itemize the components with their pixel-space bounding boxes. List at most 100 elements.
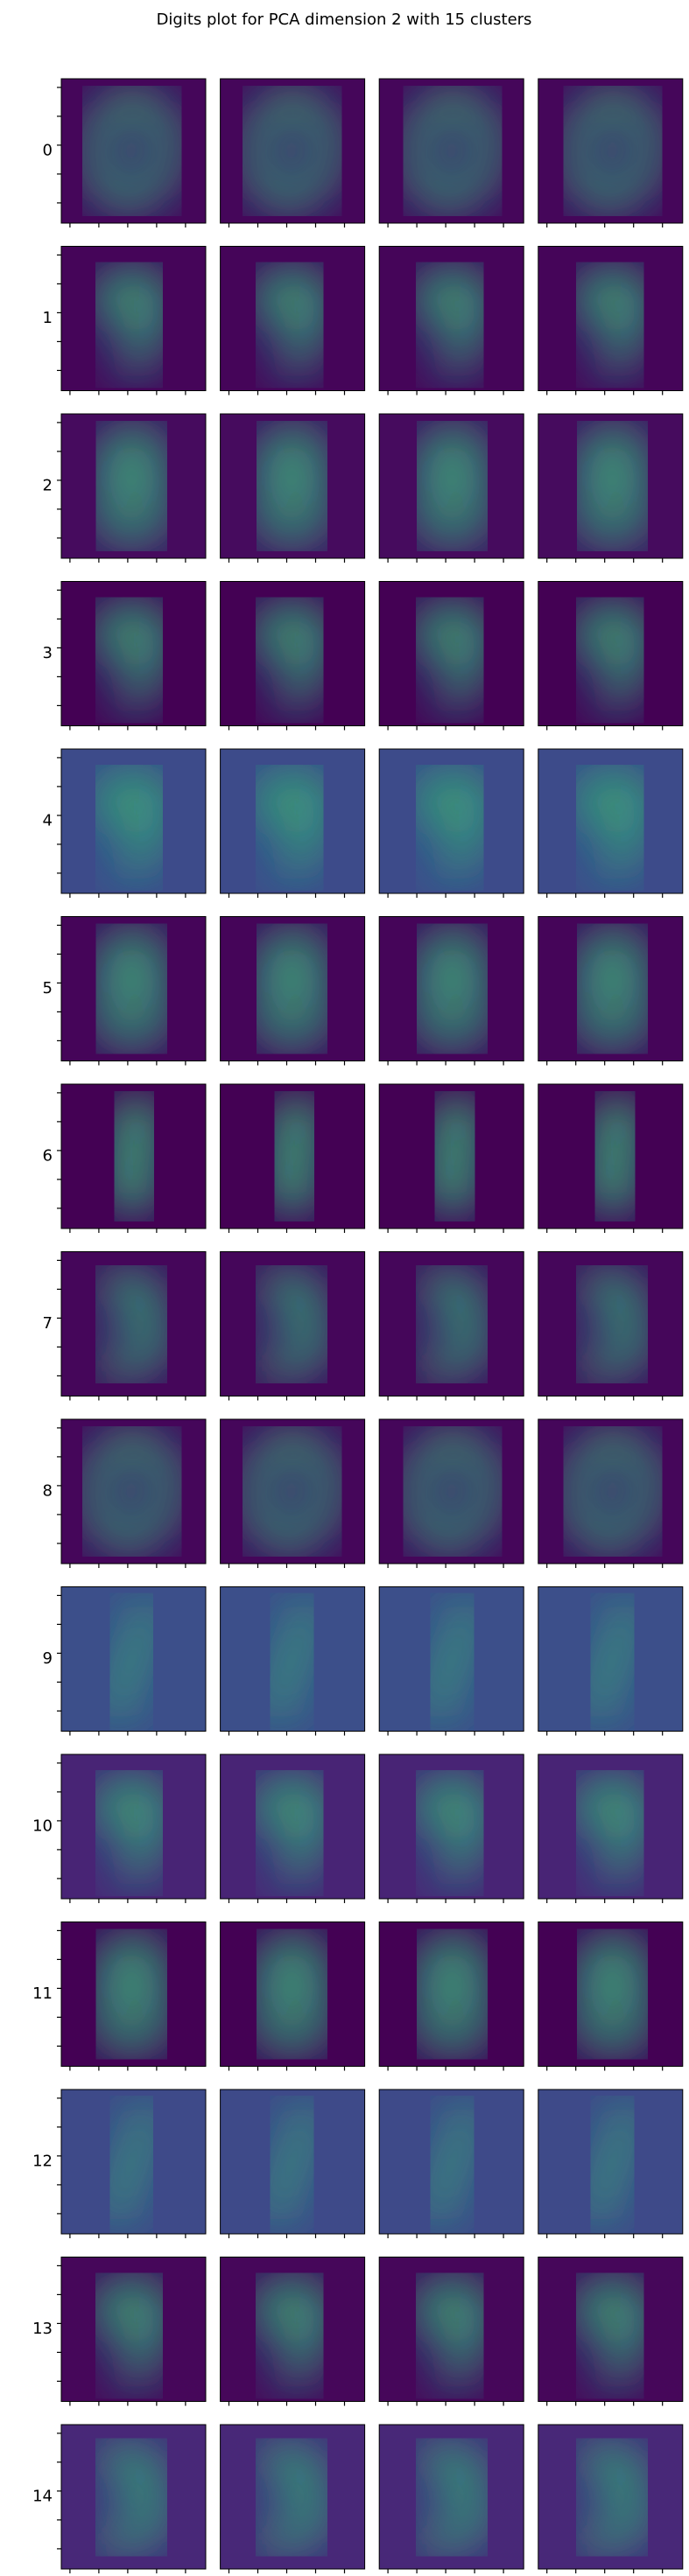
row-label: 10 [32, 1817, 53, 1836]
axes-frame [60, 78, 207, 224]
digit-highlight [102, 939, 160, 1039]
axes-frame [378, 1251, 524, 1396]
digit-strokes [102, 1600, 160, 1724]
digit-strokes [252, 2269, 327, 2394]
digit-image [57, 916, 207, 1066]
digit-highlight [93, 1441, 171, 1542]
digit-image [220, 581, 366, 731]
digit-image [57, 1251, 207, 1401]
digit-image [538, 413, 684, 563]
axes-frame [538, 1251, 684, 1396]
digit-strokes [412, 593, 487, 718]
digit-image [220, 1922, 366, 2071]
axes-frame [378, 2089, 524, 2235]
axes-frame [538, 2089, 684, 2235]
digit-highlight [113, 2111, 151, 2216]
row-label: 9 [43, 1649, 53, 1668]
digit-image [57, 2257, 207, 2406]
axes-frame [220, 413, 366, 559]
digit-stroke [113, 1102, 155, 1210]
digit-strokes [263, 2102, 320, 2227]
digit-strokes [243, 91, 341, 211]
digit-strokes [107, 1096, 161, 1216]
digit-strokes [83, 91, 180, 211]
digit-highlight [102, 276, 157, 374]
digit-highlight [584, 939, 641, 1039]
digit-image [538, 1083, 684, 1233]
axes-frame [538, 581, 684, 726]
axes-frame [60, 2257, 207, 2402]
axes-frame [60, 1083, 207, 1229]
digit-image [378, 2424, 524, 2573]
axes-frame [220, 1586, 366, 1732]
axes-frame [220, 2257, 366, 2402]
digit-highlight [423, 2452, 481, 2543]
digit-strokes [587, 1096, 643, 1216]
digit-strokes [252, 760, 327, 886]
digit-image [538, 916, 684, 1066]
digit-image [220, 916, 366, 1066]
digit-image [57, 581, 207, 731]
digit-strokes [243, 1432, 341, 1551]
axes-frame [538, 1586, 684, 1732]
axes-frame [60, 916, 207, 1061]
digit-strokes [573, 1766, 647, 1892]
axes-frame [60, 1251, 207, 1396]
digit-image [538, 246, 684, 396]
digit-image [538, 748, 684, 898]
digit-image [538, 2424, 684, 2573]
digit-strokes [92, 258, 166, 383]
digit-highlight [582, 1785, 637, 1881]
digit-image [538, 1418, 684, 1568]
digit-image [57, 2089, 207, 2238]
digit-strokes [573, 593, 647, 718]
row-label: 14 [32, 2488, 53, 2506]
digit-image [378, 748, 524, 898]
digit-image [538, 2257, 684, 2406]
digit-image [378, 1418, 524, 1568]
digit-image [57, 1083, 207, 1233]
digit-image [378, 1251, 524, 1401]
digit-strokes [404, 1432, 501, 1551]
digit-strokes [267, 1096, 322, 1216]
digit-image [220, 1586, 366, 1736]
digit-highlight [264, 939, 320, 1039]
digit-image [378, 581, 524, 731]
axes-frame [60, 2424, 207, 2570]
digit-strokes [253, 1269, 330, 1380]
digit-highlight [273, 1609, 311, 1714]
digit-image [57, 413, 207, 563]
digit-image [378, 916, 524, 1066]
digit-strokes [92, 2269, 166, 2394]
axes-frame [60, 748, 207, 894]
digit-image [220, 1083, 366, 1233]
axes-frame [378, 1586, 524, 1732]
digit-strokes [252, 1766, 327, 1892]
axes-frame [220, 1418, 366, 1564]
axes-frame [220, 1922, 366, 2067]
digit-image [57, 78, 207, 228]
digit-strokes [253, 2442, 330, 2552]
digit-image [220, 1754, 366, 1903]
digit-highlight [582, 276, 637, 374]
digit-strokes [412, 760, 487, 886]
digit-highlight [262, 612, 317, 709]
digit-strokes [263, 1600, 320, 1724]
digit-image [378, 2089, 524, 2238]
digit-image [538, 1754, 684, 1903]
digit-strokes [92, 760, 166, 886]
digit-highlight [102, 1785, 157, 1881]
axes-frame [60, 413, 207, 559]
digit-highlight [422, 1785, 477, 1881]
digit-image [538, 1922, 684, 2071]
digit-strokes [573, 1269, 650, 1380]
row-label: 11 [32, 1984, 53, 2003]
axes-frame [220, 1083, 366, 1229]
digit-highlight [102, 2452, 160, 2543]
digit-highlight [264, 436, 320, 536]
digit-strokes [412, 2269, 487, 2394]
axes-frame [378, 916, 524, 1061]
digit-highlight [414, 101, 491, 201]
digit-highlight [254, 101, 331, 201]
axes-frame [378, 1922, 524, 2067]
